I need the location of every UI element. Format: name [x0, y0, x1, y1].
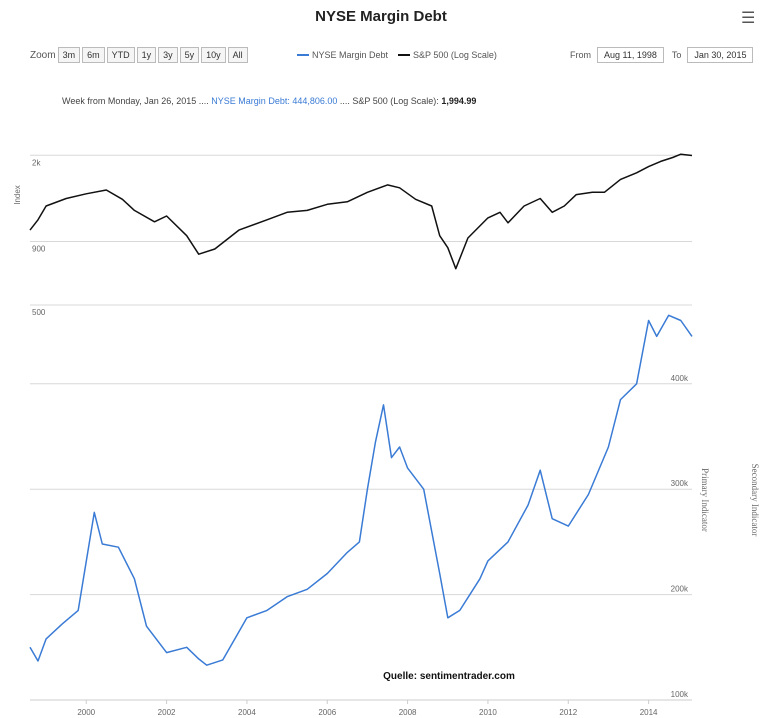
top-y-axis-title: Index [13, 185, 22, 205]
bottom-y-tick-label: 100k [671, 690, 689, 699]
zoom-1y-button[interactable]: 1y [136, 47, 157, 63]
zoom-all-button[interactable]: All [227, 47, 248, 63]
readout-sp500-value: 1,994.99 [441, 96, 477, 106]
chart-title: NYSE Margin Debt [315, 8, 447, 25]
top-y-tick-label: 900 [32, 245, 46, 254]
from-date-input[interactable]: Aug 11, 1998 [597, 47, 664, 63]
x-tick-label: 2014 [640, 708, 658, 717]
x-tick-label: 2012 [559, 708, 577, 717]
hover-readout: Week from Monday, Jan 26, 2015 .... NYSE… [62, 96, 476, 106]
legend-item-margin-debt[interactable]: NYSE Margin Debt [312, 50, 389, 60]
bottom-y-tick-label: 200k [671, 585, 689, 594]
zoom-3m-button[interactable]: 3m [57, 47, 81, 63]
zoom-5y-button[interactable]: 5y [179, 47, 200, 63]
readout-separator: .... [198, 96, 209, 106]
secondary-axis-title: Secondary Indicator [750, 464, 760, 537]
legend-swatch-margin-debt [297, 54, 309, 56]
hamburger-icon[interactable]: ☰ [741, 10, 756, 27]
date-range: From Aug 11, 1998 To Jan 30, 2015 [570, 47, 761, 63]
x-tick-label: 2006 [318, 708, 336, 717]
x-tick-label: 2010 [479, 708, 497, 717]
legend-item-sp500[interactable]: S&P 500 (Log Scale) [413, 50, 497, 60]
top-y-tick-label: 2k [32, 158, 41, 167]
readout-week: Week from Monday, Jan 26, 2015 [62, 96, 197, 106]
readout-margin-debt: NYSE Margin Debt: 444,806.00 [211, 96, 338, 106]
margin-debt-series-line [29, 314, 693, 666]
zoom-ytd-button[interactable]: YTD [106, 47, 135, 63]
zoom-label: Zoom [30, 49, 56, 61]
top-y-tick-label: 500 [32, 308, 46, 317]
legend-swatch-sp500 [398, 54, 411, 56]
to-label: To [671, 50, 682, 60]
zoom-6m-button[interactable]: 6m [82, 47, 105, 63]
readout-sp500-label: S&P 500 (Log Scale): [352, 96, 439, 106]
x-tick-label: 2000 [77, 708, 95, 717]
zoom-3y-button[interactable]: 3y [158, 47, 178, 63]
readout-separator-2: .... [339, 96, 350, 106]
x-tick-label: 2008 [399, 708, 417, 717]
bottom-y-tick-label: 300k [671, 479, 689, 488]
x-tick-label: 2004 [238, 708, 256, 717]
primary-axis-title: Primary Indicator [700, 468, 710, 532]
zoom-10y-button[interactable]: 10y [201, 47, 226, 63]
from-label: From [570, 50, 591, 60]
x-tick-label: 2002 [158, 708, 176, 717]
legend: NYSE Margin Debt S&P 500 (Log Scale) [287, 50, 497, 60]
sp500-series-line [29, 153, 693, 270]
to-date-input[interactable]: Jan 30, 2015 [687, 47, 754, 63]
bottom-y-tick-label: 400k [671, 374, 689, 383]
source-annotation: Quelle: sentimentrader.com [383, 671, 515, 682]
zoom-toolbar: Zoom 3m 6m YTD 1y 3y 5y 10y All [30, 47, 248, 63]
